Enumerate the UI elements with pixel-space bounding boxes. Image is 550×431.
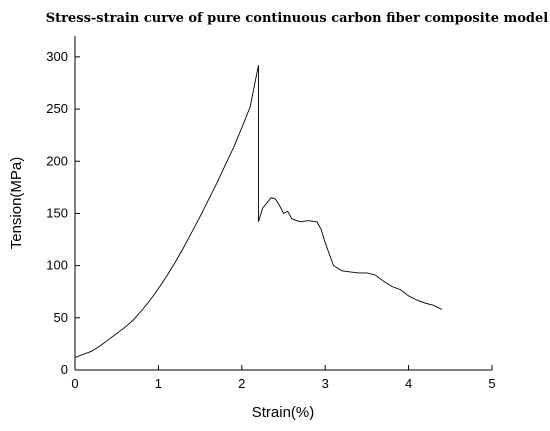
x-tick-label: 3 bbox=[322, 376, 329, 391]
y-ticks: 0 50 100 150 200 250 300 bbox=[46, 49, 80, 377]
x-tick-label: 4 bbox=[405, 376, 412, 391]
x-ticks: 0 1 2 3 4 5 bbox=[71, 365, 496, 391]
axes bbox=[74, 36, 492, 371]
chart-title: Stress-strain curve of pure continuous c… bbox=[46, 11, 549, 26]
x-tick-label: 1 bbox=[155, 376, 162, 391]
x-axis-label: Strain(%) bbox=[252, 404, 315, 421]
y-axis-label: Tension(MPa) bbox=[8, 157, 25, 250]
y-tick-label: 200 bbox=[46, 153, 68, 168]
x-tick-label: 0 bbox=[71, 376, 78, 391]
x-tick-label: 5 bbox=[488, 376, 495, 391]
y-tick-label: 300 bbox=[46, 49, 68, 64]
y-tick-label: 50 bbox=[54, 310, 68, 325]
y-tick-label: 100 bbox=[46, 258, 68, 273]
x-tick-label: 2 bbox=[238, 376, 245, 391]
y-tick-label: 250 bbox=[46, 101, 68, 116]
y-tick-label: 150 bbox=[46, 205, 68, 220]
y-tick-label: 0 bbox=[61, 362, 68, 377]
stress-strain-curve bbox=[74, 65, 443, 358]
